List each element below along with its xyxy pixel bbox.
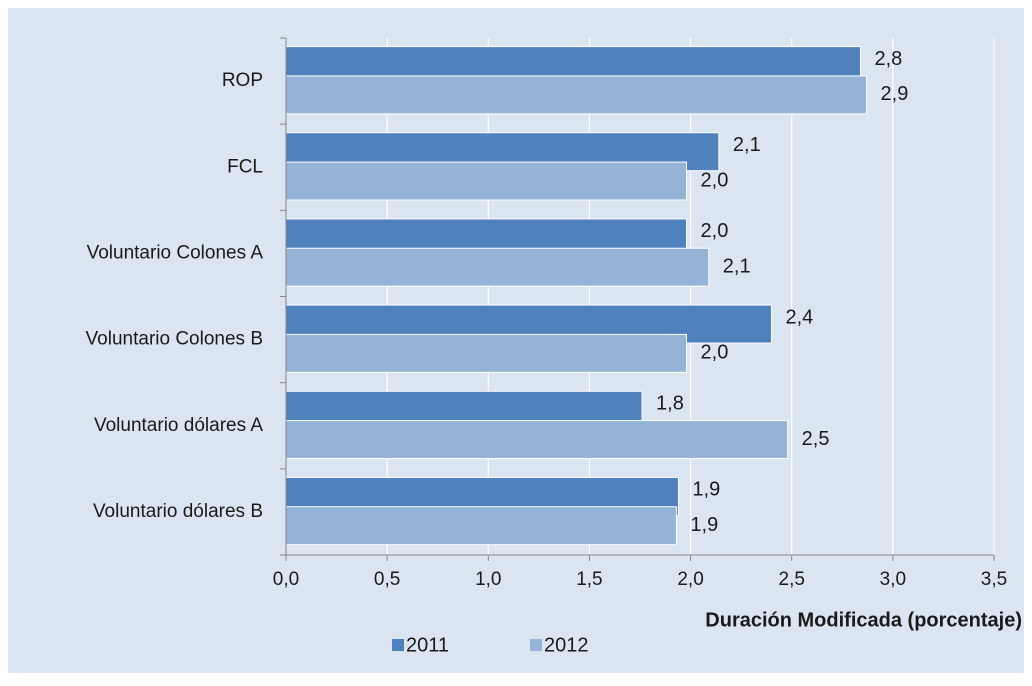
- bar: [285, 75, 868, 115]
- y-tick-label: FCL: [227, 156, 263, 177]
- data-label: 2,1: [733, 134, 761, 156]
- data-label: 1,9: [690, 514, 718, 536]
- x-tick-label: 3,0: [880, 569, 906, 590]
- y-tick-label: Voluntario Colones B: [86, 329, 263, 350]
- x-tick-label: 0,0: [273, 569, 299, 590]
- y-tick-label: Voluntario Colones A: [87, 242, 264, 263]
- data-label: 2,0: [701, 169, 729, 191]
- bar: [285, 333, 688, 373]
- bar: [285, 506, 677, 546]
- data-label: 1,9: [692, 479, 720, 501]
- data-label: 1,8: [656, 393, 684, 415]
- data-label: 2,5: [802, 428, 830, 450]
- legend-label: 2011: [406, 634, 449, 656]
- data-label: 2,8: [874, 48, 902, 70]
- x-tick-label: 1,5: [576, 569, 602, 590]
- x-tick-label: 0,5: [374, 569, 400, 590]
- x-tick-label: 3,5: [981, 569, 1007, 590]
- x-tick-label: 1,0: [475, 569, 501, 590]
- bar: [285, 247, 710, 287]
- data-label: 2,0: [701, 342, 729, 364]
- bar: [285, 420, 789, 459]
- x-axis-title: Duración Modificada (porcentaje): [705, 609, 1022, 631]
- legend-swatch: [392, 639, 404, 651]
- data-label: 2,1: [723, 255, 751, 277]
- data-label: 2,9: [881, 83, 909, 105]
- y-tick-label: ROP: [222, 70, 263, 91]
- data-label: 2,0: [701, 220, 729, 242]
- legend-swatch: [530, 639, 542, 651]
- x-tick-label: 2,0: [677, 569, 703, 590]
- bar: [285, 161, 688, 201]
- y-tick-label: Voluntario dólares A: [94, 415, 263, 436]
- data-label: 2,4: [785, 306, 813, 328]
- legend-label: 2012: [544, 634, 589, 656]
- x-tick-label: 2,5: [779, 569, 805, 590]
- y-tick-label: Voluntario dólares B: [93, 501, 263, 522]
